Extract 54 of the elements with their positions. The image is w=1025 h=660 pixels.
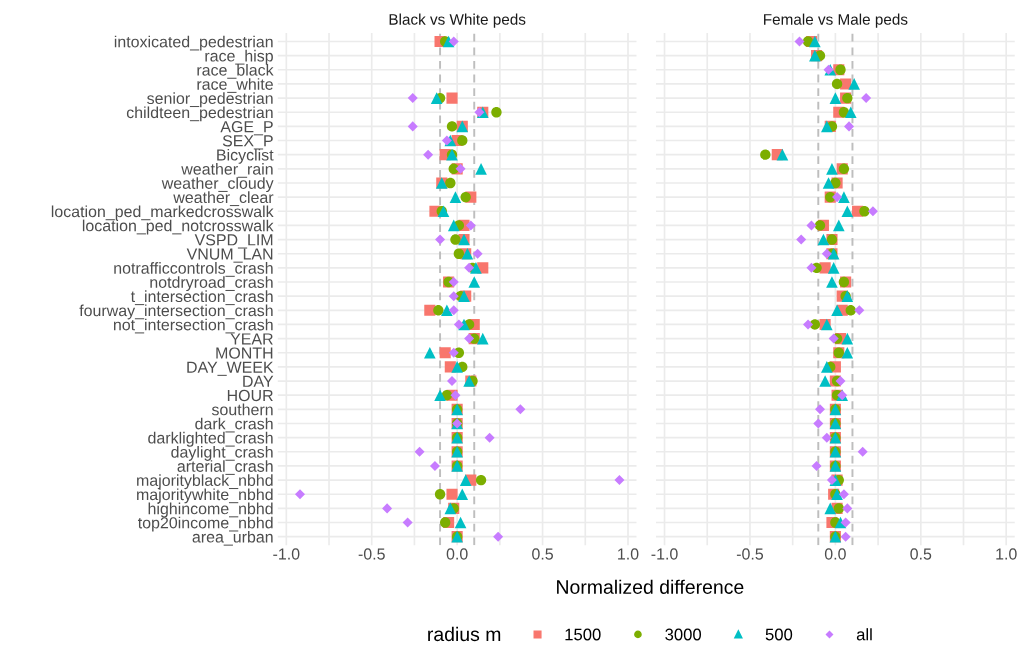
y-tick-label: YEAR [230, 333, 273, 345]
y-tick-label: HOUR [227, 389, 273, 402]
legend-label: 3000 [665, 628, 702, 641]
chart-title: Black vs White peds [389, 13, 526, 28]
y-tick-label: location_ped_markedcrosswalk [51, 205, 274, 221]
chart-title: Female vs Male peds [764, 13, 908, 28]
y-tick-label: fourway_intersection_crash [79, 304, 273, 320]
x-tick-label: -0.5 [358, 548, 385, 560]
y-tick-label: VNUM_LAN [186, 248, 273, 263]
y-tick-label: race_hisp [205, 49, 273, 65]
x-tick-label: -0.5 [736, 548, 764, 560]
y-tick-label: MONTH [216, 347, 273, 359]
legend-title: radius m [428, 626, 501, 642]
y-tick-label: notdryroad_crash [150, 276, 273, 292]
y-tick-label: DAY [243, 375, 274, 387]
y-tick-label: race_black [197, 64, 274, 79]
y-tick-label: notrafficcontrols_crash [114, 262, 273, 277]
x-tick-label: 0.5 [910, 548, 932, 560]
x-tick-label: 0.5 [532, 548, 553, 560]
y-tick-label: senior_pedestrian [147, 92, 273, 108]
y-tick-label: DAY_WEEK [187, 361, 274, 376]
y-tick-label: southern [211, 403, 273, 416]
legend-label: 1500 [565, 628, 601, 641]
y-tick-label: daylight_crash [171, 446, 273, 461]
y-tick-label: SEX_P [222, 135, 273, 150]
y-tick-label: VSPD_LIM [194, 234, 273, 249]
x-axis-title: Normalized difference [557, 579, 744, 594]
x-tick-label: 1.0 [996, 548, 1017, 560]
x-tick-label: -1.0 [273, 548, 300, 560]
y-tick-label: childteen_pedestrian [126, 106, 273, 122]
legend-label: 500 [765, 628, 793, 641]
y-tick-label: AGE_P [220, 121, 273, 136]
x-tick-label: 1.0 [618, 548, 639, 560]
x-tick-label: -1.0 [651, 548, 678, 560]
x-tick-label: 0.0 [446, 548, 468, 560]
x-tick-label: 0.0 [824, 548, 846, 560]
legend-label: all [856, 628, 872, 641]
y-tick-label: weather_clear [173, 191, 274, 207]
y-tick-label: Bicyclist [217, 148, 274, 164]
y-tick-label: t_intersection_crash [130, 290, 273, 306]
y-tick-label: area_urban [192, 530, 273, 546]
y-tick-label: highincome_nbhd [148, 502, 273, 518]
y-tick-label: weather_cloudy [161, 177, 274, 193]
y-tick-label: arterial_crash [177, 460, 273, 475]
y-tick-label: not_intersection_crash [113, 318, 273, 334]
y-tick-label: darklighted_crash [148, 431, 273, 447]
y-tick-label: intoxicated_pedestrian [114, 35, 273, 51]
y-tick-label: weather_rain [181, 163, 273, 178]
y-tick-label: location_ped_notcrosswalk [82, 219, 274, 235]
y-tick-label: top20income_nbhd [137, 516, 273, 532]
y-tick-label: majorityblack_nbhd [137, 474, 273, 490]
y-tick-label: dark_crash [195, 417, 273, 433]
y-tick-label: majoritywhite_nbhd [137, 488, 273, 504]
y-tick-label: race_white [197, 78, 273, 93]
